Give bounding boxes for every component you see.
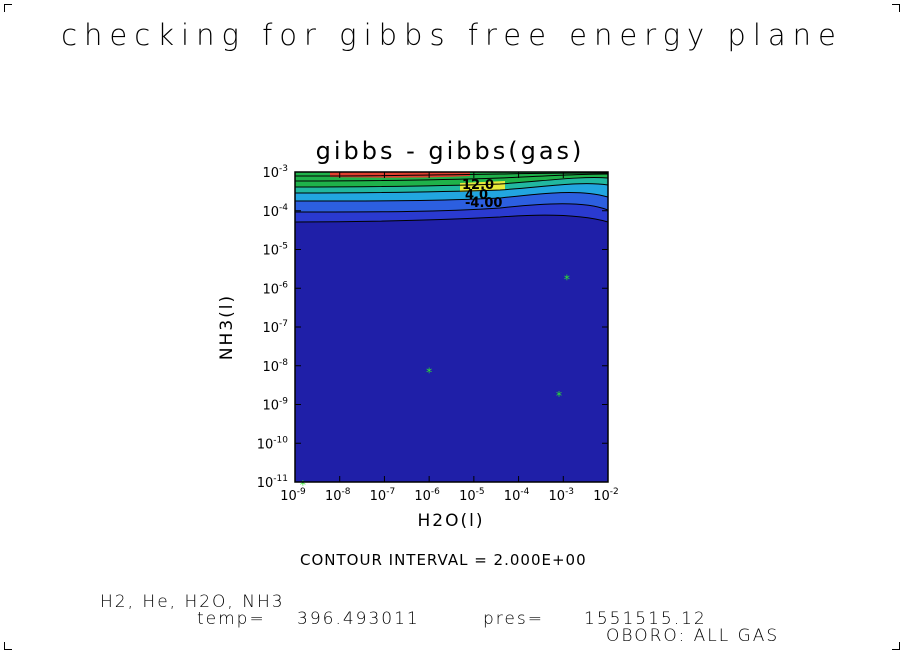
y-tick-label: 10-9 — [262, 397, 288, 414]
crop-mark-top-left — [4, 4, 12, 12]
y-tick-label: 10-3 — [262, 164, 288, 181]
y-tick-label: 10-5 — [262, 242, 288, 259]
pres-label: pres= — [483, 609, 544, 629]
x-axis-label: H2O(l) — [418, 511, 485, 531]
y-tick-label: 10-11 — [257, 474, 288, 491]
y-axis-label: NH3(l) — [217, 294, 237, 360]
y-tick-label: 10-6 — [262, 280, 288, 297]
contour-line — [295, 191, 608, 202]
contour-line — [295, 183, 608, 194]
y-tick-label: 10-10 — [257, 435, 289, 452]
contour-label: 12.0 — [462, 178, 494, 193]
contour-line — [295, 177, 608, 188]
y-tick-label: 10-8 — [262, 358, 288, 375]
temp-label: temp= — [197, 609, 266, 629]
field-fill — [295, 172, 608, 482]
x-tick-label: 10-8 — [325, 487, 351, 504]
contour-line — [295, 173, 608, 182]
contour-band-red — [330, 172, 470, 178]
x-tick-label: 10-6 — [414, 487, 440, 504]
data-marker: * — [426, 366, 432, 380]
data-marker: * — [564, 273, 570, 287]
crop-mark-bottom-left — [4, 642, 12, 650]
page-title: checking for gibbs free energy plane — [61, 18, 843, 52]
crop-mark-top-right — [892, 4, 900, 12]
data-marker: * — [300, 478, 306, 492]
crop-mark-bottom-right — [892, 642, 900, 650]
run-label: OBORO: ALL GAS — [606, 626, 780, 646]
contour-interval-note: CONTOUR INTERVAL = 2.000E+00 — [300, 551, 587, 569]
y-tick-label: 10-4 — [262, 203, 288, 220]
data-marker: * — [556, 389, 562, 403]
x-tick-label: 10-4 — [504, 487, 530, 504]
x-tick-label: 10-2 — [593, 487, 619, 504]
x-tick-label: 10-5 — [459, 487, 485, 504]
contour-line — [295, 203, 608, 213]
contour-line — [295, 172, 608, 177]
x-tick-label: 10-7 — [370, 487, 396, 504]
x-tick-label: 10-3 — [549, 487, 575, 504]
y-tick-label: 10-7 — [262, 319, 288, 336]
pres-value: 1551515.12 — [584, 609, 707, 629]
contour-label: -4.00 — [465, 196, 502, 211]
chart-title: gibbs - gibbs(gas) — [315, 137, 585, 165]
species-list: H2, He, H2O, NH3 — [100, 592, 285, 612]
contour-label: 4.0 — [465, 188, 488, 203]
temp-value: 396.493011 — [297, 609, 420, 629]
contour-line — [295, 214, 608, 223]
x-tick-label: 10-9 — [280, 487, 306, 504]
